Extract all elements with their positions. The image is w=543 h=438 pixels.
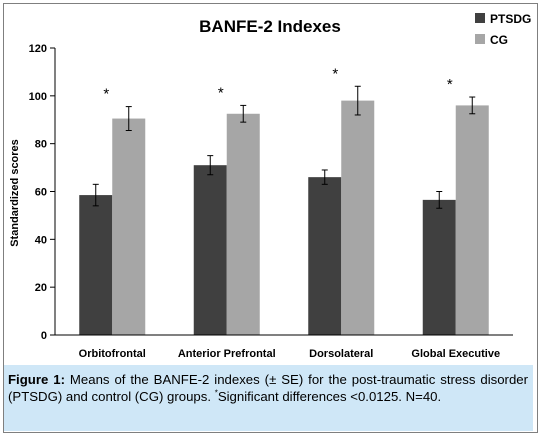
bar-cg	[112, 118, 146, 335]
legend-label-cg: CG	[490, 33, 508, 47]
bar-ptsdg	[79, 195, 113, 335]
y-tick-label: 40	[35, 234, 47, 246]
x-category-label: Orbitofrontal	[79, 348, 146, 360]
legend-swatch-ptsdg	[475, 13, 485, 23]
significance-star: *	[103, 86, 109, 103]
bar-cg	[455, 105, 489, 336]
chart-title: BANFE-2 Indexes	[199, 17, 341, 36]
significance-star: *	[332, 65, 338, 82]
x-category-label: Dorsolateral	[309, 348, 373, 360]
x-category-label: Anterior Prefrontal	[178, 348, 276, 360]
figure-caption: Figure 1: Means of the BANFE-2 indexes (…	[8, 371, 528, 405]
error-bars-group	[92, 85, 476, 209]
bar-ptsdg	[193, 165, 227, 335]
bar-cg	[341, 100, 375, 335]
y-tick-label: 0	[41, 330, 47, 342]
caption-text: Means of the BANFE-2 indexes (± SE) for …	[8, 372, 529, 404]
caption-background	[4, 365, 533, 431]
bar-ptsdg	[422, 199, 456, 335]
caption-label: Figure 1:	[8, 372, 65, 387]
significance-star: *	[447, 76, 453, 93]
y-tick-label: 100	[29, 91, 47, 103]
legend-swatch-cg	[475, 34, 485, 44]
significance-star: *	[218, 84, 224, 101]
y-tick-label: 120	[29, 43, 47, 55]
legend: PTSDG CG	[475, 12, 531, 47]
significance-markers: * * * *	[103, 65, 453, 102]
bars-group	[79, 100, 489, 336]
legend-label-ptsdg: PTSDG	[490, 12, 531, 26]
bar-cg	[226, 113, 260, 335]
caption-superscript: *	[214, 388, 218, 398]
y-tick-label: 60	[35, 187, 47, 199]
caption-note: Significant differences <0.0125. N=40.	[217, 389, 442, 404]
bar-chart: BANFE-2 Indexes Standardized scores 0 20 4…	[9, 12, 531, 360]
x-category-label: Global Executive	[411, 348, 500, 360]
y-tick-label: 20	[35, 282, 47, 294]
bar-ptsdg	[308, 177, 342, 335]
x-axis-labels: Orbitofrontal Anterior Prefrontal Dorsolat…	[79, 348, 500, 360]
y-axis-title: Standardized scores	[9, 139, 21, 247]
y-tick-label: 80	[35, 139, 47, 151]
y-axis: 0 20 40 60 80 100 120	[29, 43, 55, 342]
